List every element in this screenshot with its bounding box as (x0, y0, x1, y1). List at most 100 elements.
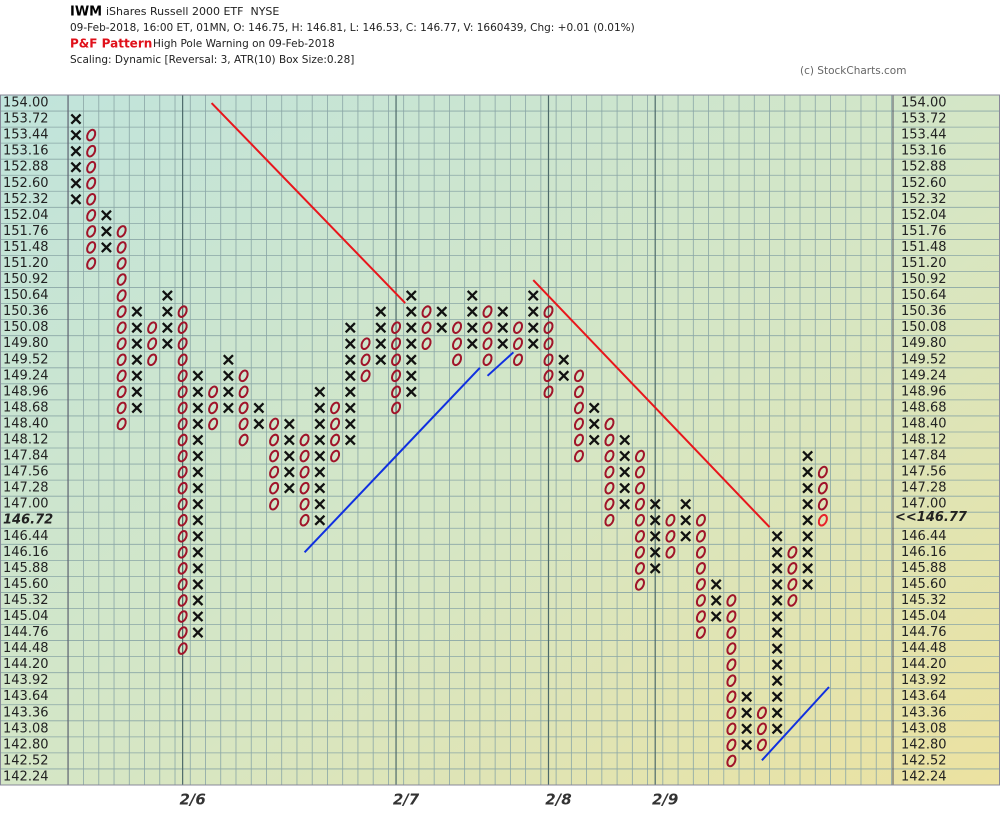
x-column (619, 434, 631, 510)
o-box (299, 513, 310, 527)
o-column (573, 369, 585, 463)
x-box (344, 386, 356, 398)
x-box (375, 338, 387, 350)
x-column (710, 579, 722, 622)
y-tick-label: 149.52 (3, 352, 49, 367)
y-tick-label-right: 147.84 (901, 449, 947, 464)
o-box (269, 449, 280, 463)
o-box (695, 513, 706, 527)
x-box (405, 306, 417, 318)
y-tick-label-right: 142.80 (901, 737, 947, 752)
scaling: Scaling: Dynamic [Reversal: 3, ATR(10) B… (70, 54, 354, 66)
y-tick-label-right: 145.88 (901, 561, 947, 576)
x-box (70, 193, 82, 205)
y-tick-label-right: 142.24 (901, 769, 947, 784)
plot-background (0, 95, 1000, 785)
o-box (451, 321, 463, 334)
x-box (619, 466, 631, 478)
o-box (391, 369, 402, 383)
y-tick-label: 148.40 (3, 416, 49, 431)
o-box (299, 433, 310, 447)
o-box (177, 385, 188, 399)
o-box (604, 497, 615, 511)
o-column (116, 225, 127, 431)
o-box (330, 417, 341, 431)
x-box (283, 418, 295, 430)
o-box (726, 722, 737, 736)
x-box (405, 338, 417, 350)
x-box (771, 530, 783, 542)
x-box (680, 514, 692, 526)
x-box (314, 482, 326, 494)
o-box (482, 321, 493, 334)
x-column (405, 290, 417, 398)
o-box (634, 513, 645, 527)
trend-line (486, 351, 515, 377)
y-tick-label: 146.44 (3, 529, 49, 544)
o-box (543, 321, 554, 334)
x-box (771, 562, 783, 574)
x-box (70, 129, 82, 141)
x-box (802, 482, 814, 494)
x-column (558, 354, 570, 382)
x-box (649, 530, 661, 542)
x-box (405, 322, 417, 334)
x-box (588, 434, 600, 446)
x-box (192, 434, 204, 446)
o-column (482, 305, 493, 367)
x-box (101, 209, 112, 221)
o-column (726, 594, 737, 768)
o-box (695, 578, 706, 591)
y-tick-label-right: 153.72 (901, 112, 947, 127)
y-tick-label-right: 152.32 (901, 192, 947, 207)
y-tick-label-right: 153.44 (901, 128, 947, 143)
y-tick-label: 152.32 (3, 192, 49, 207)
y-tick-label: 151.76 (3, 224, 49, 239)
o-box (116, 321, 127, 334)
o-column (543, 305, 554, 399)
o-box (177, 481, 188, 495)
o-box (665, 513, 676, 527)
x-box (131, 306, 143, 318)
o-box (726, 610, 737, 623)
y-tick-label: 149.24 (3, 368, 49, 383)
y-tick-label-right: 150.08 (901, 320, 947, 335)
y-tick-label: 146.16 (3, 545, 49, 560)
o-box (360, 369, 371, 383)
o-box (299, 449, 310, 463)
x-box (405, 290, 417, 301)
x-box (771, 707, 783, 719)
o-column (756, 706, 767, 752)
last-price-label: <<146.77 (895, 510, 968, 525)
x-box (802, 579, 814, 590)
x-box (771, 643, 783, 655)
x-box (70, 113, 82, 125)
o-box (116, 401, 127, 415)
trend-line (532, 279, 771, 528)
y-tick-label: 149.80 (3, 336, 49, 351)
o-box (543, 305, 554, 318)
o-box (177, 305, 188, 318)
x-box (131, 370, 143, 382)
o-box (543, 337, 554, 351)
o-box (391, 337, 402, 351)
x-box (588, 418, 600, 430)
y-tick-label: 154.00 (3, 96, 49, 111)
o-box (726, 594, 737, 607)
o-box (421, 337, 432, 351)
security-name: iShares Russell 2000 ETF NYSE (106, 5, 279, 18)
o-column (512, 321, 524, 367)
x-box (314, 514, 326, 526)
o-box (787, 562, 798, 575)
o-column (86, 128, 97, 270)
o-box (330, 401, 341, 415)
x-box (710, 595, 722, 606)
x-box (771, 579, 783, 590)
o-box (86, 241, 97, 254)
y-tick-label-right: 144.76 (901, 625, 947, 640)
o-box (787, 578, 798, 591)
o-box (86, 160, 97, 174)
x-box (802, 562, 814, 574)
x-box (771, 659, 783, 671)
x-box (771, 611, 783, 622)
